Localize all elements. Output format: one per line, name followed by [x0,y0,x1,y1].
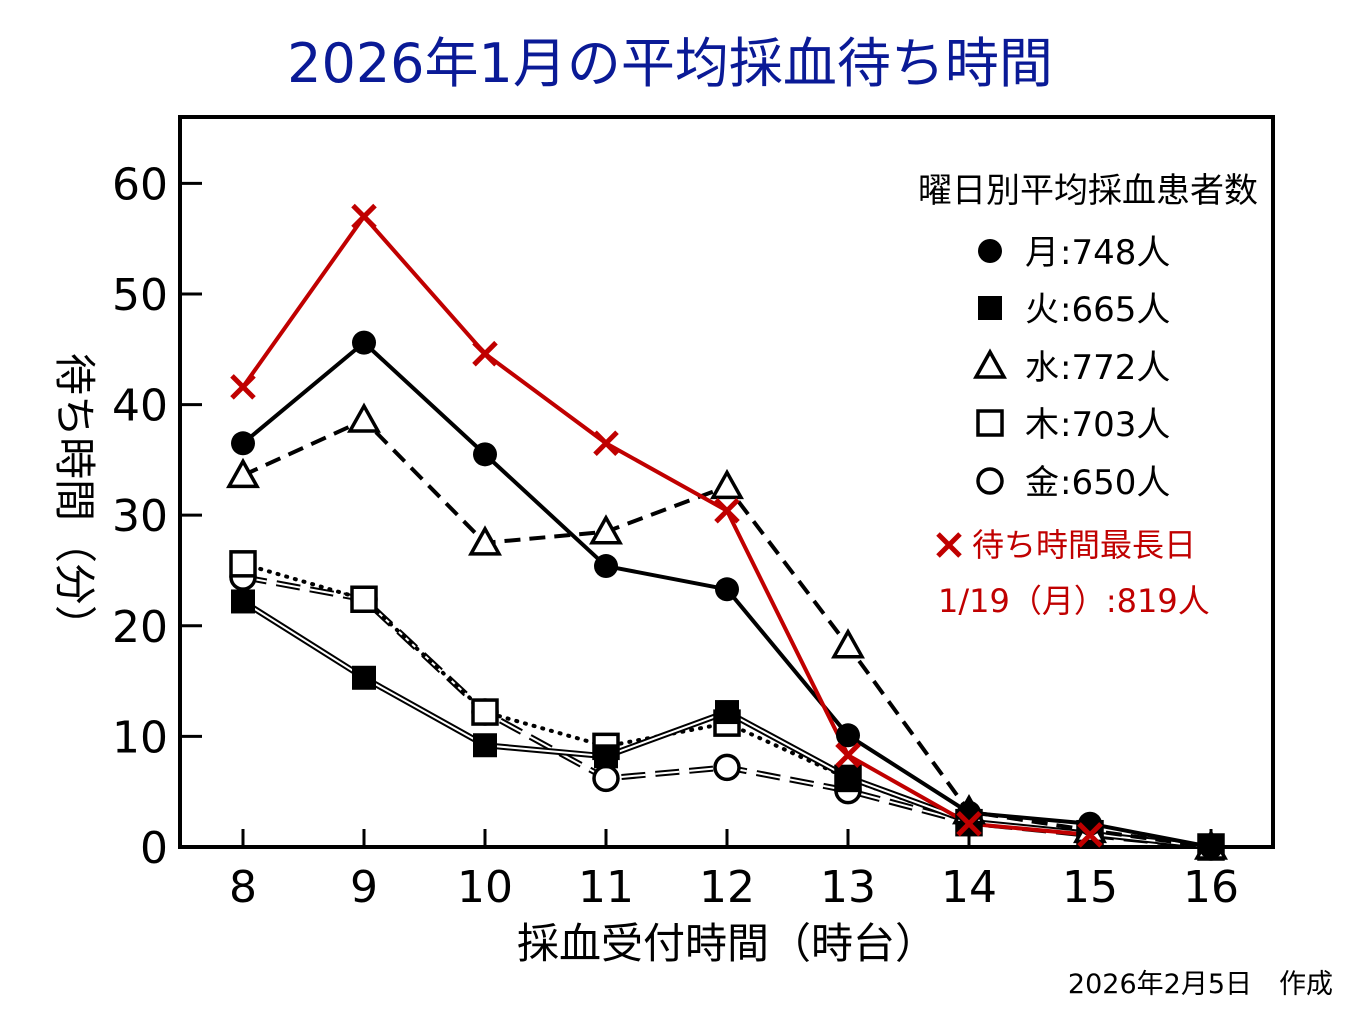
data-point [836,765,860,790]
data-point [473,442,497,467]
data-point [715,577,739,602]
legend-count: 1/19（月）:819人 [938,582,1210,620]
legend-marker [978,239,1002,263]
legend-label: 水 [1025,348,1059,388]
data-point [352,665,376,690]
data-point [836,723,860,748]
data-point [714,497,740,524]
data-point [350,585,378,613]
legend-label: 月 [1025,233,1059,273]
x-tick-label: 15 [1062,862,1118,913]
legend-marker [936,532,962,558]
data-point [710,468,744,500]
data-point [1199,835,1223,859]
legend-title: 曜日別平均採血患者数 [918,171,1258,211]
legend-count: :703人 [1060,405,1170,445]
data-point [347,402,381,433]
data-point [471,698,499,726]
y-axis-label: 待ち時間（分） [50,353,99,647]
y-tick-label: 10 [112,712,168,763]
x-axis-label: 採血受付時間（時台） [517,919,937,968]
x-tick-label: 8 [229,862,257,913]
data-point [592,764,620,793]
legend-count: :650人 [1060,463,1170,503]
data-point [713,753,741,782]
x-tick-label: 16 [1183,862,1239,913]
x-tick-label: 9 [350,862,378,913]
data-point [594,744,618,769]
credit: 2026年2月5日 作成 [1068,969,1333,1000]
data-point [831,628,865,659]
data-point [593,430,619,457]
data-point [835,742,861,768]
legend-label: 金 [1025,463,1059,503]
legend-count: :665人 [1060,290,1170,330]
data-point [472,340,498,367]
data-point [956,811,982,837]
legend-marker [976,409,1004,437]
data-point [468,525,502,556]
series-line [241,214,1091,837]
chart-title: 2026年1月の平均採血待ち時間 [287,32,1053,95]
y-tick-label: 60 [112,159,168,210]
legend-label: 火 [1025,290,1059,330]
legend-count: :772人 [1060,348,1170,388]
data-point [351,203,377,230]
y-tick-label: 40 [112,381,168,432]
x-tick-label: 11 [578,862,634,913]
y-tick-label: 50 [112,270,168,321]
y-tick-label: 20 [112,602,168,653]
x-axis: 8 9 10 11 12 13 14 15 16 [229,829,1239,913]
x-tick-label: 13 [820,862,876,913]
data-point [473,733,497,758]
data-point [352,330,376,355]
series-markers [226,203,1228,861]
x-tick-label: 10 [457,862,513,913]
legend-label: 待ち時間最長日 [972,526,1196,564]
y-axis: 0 10 20 30 40 50 60 [112,159,202,874]
data-point [231,589,255,614]
legend-label: 木 [1025,405,1059,445]
legend-marker [973,348,1007,379]
data-point [589,514,623,545]
legend-marker [978,296,1002,320]
legend-marker [976,467,1004,495]
data-point [1077,822,1103,848]
x-tick-label: 12 [699,862,755,913]
data-point [715,700,739,725]
data-point [231,431,255,456]
data-point [226,457,260,489]
x-tick-label: 14 [941,862,997,913]
data-point [230,374,256,400]
legend-count: :748人 [1060,233,1170,273]
y-tick-label: 30 [112,491,168,542]
y-tick-label: 0 [140,823,168,874]
data-point [594,554,618,579]
data-point [229,550,257,578]
